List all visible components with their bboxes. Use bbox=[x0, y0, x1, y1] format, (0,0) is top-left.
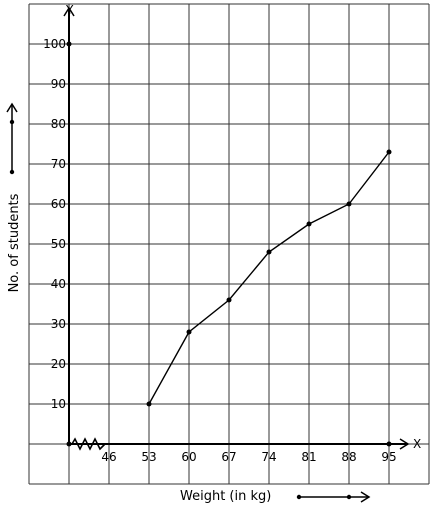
x-tick-label: 95 bbox=[381, 450, 396, 464]
origin-point bbox=[66, 441, 72, 447]
y-tick-label: 60 bbox=[51, 197, 66, 211]
x-tick-label: 53 bbox=[141, 450, 156, 464]
x-tick-label: 74 bbox=[261, 450, 276, 464]
x-axis-label: Weight (in kg) bbox=[180, 489, 271, 504]
y-tick-label: 70 bbox=[51, 157, 66, 171]
data-point bbox=[266, 249, 272, 255]
x-tick-label: 67 bbox=[221, 450, 236, 464]
decor-horizontal-dot bbox=[346, 494, 352, 500]
axes bbox=[63, 6, 410, 451]
data-point bbox=[386, 149, 392, 155]
y-axis-letter: Y bbox=[65, 3, 74, 17]
y-tick-label: 20 bbox=[51, 357, 66, 371]
x-tick-label: 60 bbox=[181, 450, 196, 464]
y-axis-arrow bbox=[63, 6, 75, 17]
decor-horizontal-arrowhead bbox=[360, 491, 371, 503]
x-axis-end-point bbox=[386, 441, 392, 447]
x-axis-kink bbox=[71, 437, 106, 451]
y-axis-end-point bbox=[66, 41, 72, 47]
y-tick-label: 100 bbox=[43, 37, 66, 51]
x-tick-label: 46 bbox=[101, 450, 116, 464]
decorations bbox=[6, 102, 371, 503]
decor-horizontal-dot bbox=[296, 494, 302, 500]
y-tick-label: 80 bbox=[51, 117, 66, 131]
data-point bbox=[346, 201, 352, 207]
data-point bbox=[186, 329, 192, 335]
decor-vertical-dot bbox=[9, 119, 15, 125]
x-tick-label: 81 bbox=[301, 450, 316, 464]
y-tick-label: 90 bbox=[51, 77, 66, 91]
grid bbox=[28, 3, 430, 485]
data-point bbox=[306, 221, 312, 227]
y-tick-label: 40 bbox=[51, 277, 66, 291]
y-axis-label: No. of students bbox=[7, 193, 22, 292]
y-tick-label: 10 bbox=[51, 397, 66, 411]
data-point bbox=[146, 401, 152, 407]
series-line bbox=[146, 149, 392, 407]
decor-vertical-arrowhead bbox=[6, 102, 18, 113]
y-tick-label: 30 bbox=[51, 317, 66, 331]
x-axis-arrow bbox=[399, 438, 410, 450]
x-tick-label: 88 bbox=[341, 450, 356, 464]
x-axis-letter: X bbox=[413, 437, 421, 451]
tick-labels: 46 53 60 67 74 81 88 95 10 20 30 40 50 60 70 80 90 100 bbox=[43, 37, 397, 464]
decor-vertical-dot bbox=[9, 169, 15, 175]
y-tick-label: 50 bbox=[51, 237, 66, 251]
data-point bbox=[226, 297, 232, 303]
